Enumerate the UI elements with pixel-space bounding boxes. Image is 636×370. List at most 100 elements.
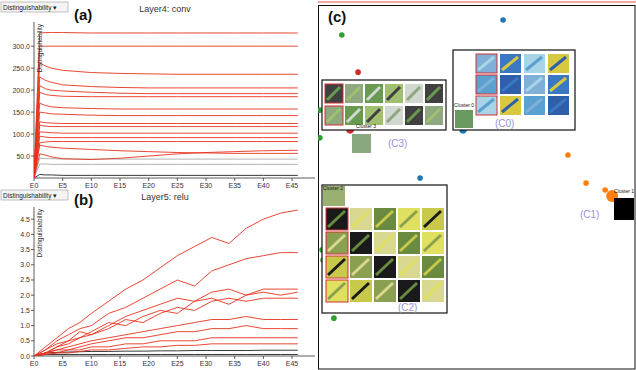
thumbnail-detail — [387, 109, 400, 122]
x-tick-label: E25 — [171, 360, 184, 367]
thumbnail-detail — [328, 211, 345, 227]
x-tick-label: E20 — [142, 360, 155, 367]
series-line — [34, 112, 298, 178]
thumbnail — [350, 232, 372, 254]
y-tick — [31, 234, 34, 235]
thumbnail-detail — [352, 259, 369, 275]
y-tick — [31, 68, 34, 69]
thumbnail — [524, 96, 545, 115]
y-tick-label: 3.5 — [20, 246, 30, 253]
point — [583, 180, 589, 186]
x-tick — [177, 178, 178, 181]
thumbnail-detail — [550, 78, 566, 91]
selector-text[interactable]: Distinguishability ▾ — [3, 4, 57, 12]
selector-text[interactable]: Distinguishability ▾ — [3, 192, 57, 200]
y-axis — [34, 22, 35, 178]
top-rule — [318, 2, 636, 3]
x-tick — [234, 178, 235, 181]
figure: Distinguishability ▾(a)Layer4: conv50.01… — [0, 0, 636, 370]
thumbnail — [422, 208, 444, 230]
thumbnail — [398, 208, 420, 230]
series-line — [34, 92, 298, 178]
thumbnail — [548, 96, 569, 115]
thumbnail — [374, 256, 396, 278]
series-line — [34, 338, 298, 356]
thumbnail — [524, 54, 545, 73]
cluster-thumbnail — [455, 110, 473, 128]
x-tick-label: E40 — [257, 360, 270, 367]
series-line — [34, 132, 298, 178]
series-line — [34, 63, 298, 178]
cluster-thumbnail — [614, 198, 634, 220]
series-line — [34, 122, 298, 178]
cluster-thumbnail — [352, 134, 371, 153]
x-tick — [263, 356, 264, 359]
series-line — [34, 174, 298, 178]
y-tick — [31, 264, 34, 265]
selector-box[interactable] — [1, 190, 68, 200]
x-tick-label: E30 — [200, 360, 213, 367]
y-tick-label: 1.0 — [20, 322, 30, 329]
thumbnail-detail — [327, 109, 340, 122]
thumbnail — [422, 232, 444, 254]
thumbnail-detail — [347, 109, 360, 122]
thumbnail — [476, 75, 497, 94]
thumbnail — [422, 256, 444, 278]
thumbnail-detail — [407, 109, 420, 122]
panel-label: (b) — [74, 191, 93, 208]
y-tick-label: 150.0 — [12, 109, 30, 116]
series-line — [34, 77, 298, 178]
thumbnail — [476, 96, 497, 115]
x-tick-label: E15 — [114, 360, 127, 367]
thumbnail-detail — [407, 87, 420, 100]
thumbnail — [548, 75, 569, 94]
y-tick — [31, 295, 34, 296]
thumbnail-detail — [550, 57, 566, 70]
thumbnail — [476, 54, 497, 73]
thumbnail — [345, 84, 363, 103]
x-tick — [120, 178, 121, 181]
y-axis — [34, 207, 35, 356]
thumbnail — [422, 280, 444, 302]
thumbnail — [398, 280, 420, 302]
chart-title: Layer4: conv — [139, 4, 191, 14]
thumbnail-box — [322, 185, 447, 313]
x-tick-label: E10 — [85, 182, 98, 189]
thumbnail-detail — [427, 87, 440, 100]
y-tick — [31, 112, 34, 113]
series-line — [34, 46, 298, 178]
thumbnail-detail — [424, 259, 441, 275]
thumbnail-detail — [526, 78, 542, 91]
x-tick — [91, 178, 92, 181]
thumbnail — [524, 75, 545, 94]
y-tick — [31, 249, 34, 250]
thumbnail-box — [322, 80, 446, 130]
selector-box[interactable] — [1, 2, 68, 12]
series-line — [34, 344, 298, 356]
x-tick — [148, 178, 149, 181]
y-tick — [31, 340, 34, 341]
y-tick-label: 1.5 — [20, 307, 30, 314]
y-axis-label: Distinguishability — [36, 208, 44, 257]
cluster-tag: (C1) — [580, 209, 599, 220]
x-tick-label: E35 — [228, 182, 241, 189]
thumbnail-detail — [328, 235, 345, 251]
thumbnail-detail — [328, 283, 345, 299]
thumbnail — [405, 84, 423, 103]
x-tick-label: E5 — [58, 182, 67, 189]
thumbnail-detail — [526, 57, 542, 70]
series-line — [34, 158, 298, 178]
cluster-label: Cluster 2 — [323, 185, 343, 191]
thumbnail — [500, 54, 521, 73]
thumbnail — [398, 256, 420, 278]
y-tick-label: 100.0 — [12, 131, 30, 138]
x-tick-label: E45 — [286, 360, 299, 367]
thumbnail-detail — [478, 78, 494, 91]
line-panel: Distinguishability ▾(a)Layer4: conv50.01… — [1, 2, 315, 189]
thumbnail-detail — [387, 87, 400, 100]
thumbnail — [398, 232, 420, 254]
thumbnail-detail — [478, 57, 494, 70]
cluster-label: Cluster 1 — [614, 188, 634, 194]
panel-label: (a) — [74, 6, 92, 23]
x-tick-label: E40 — [257, 182, 270, 189]
